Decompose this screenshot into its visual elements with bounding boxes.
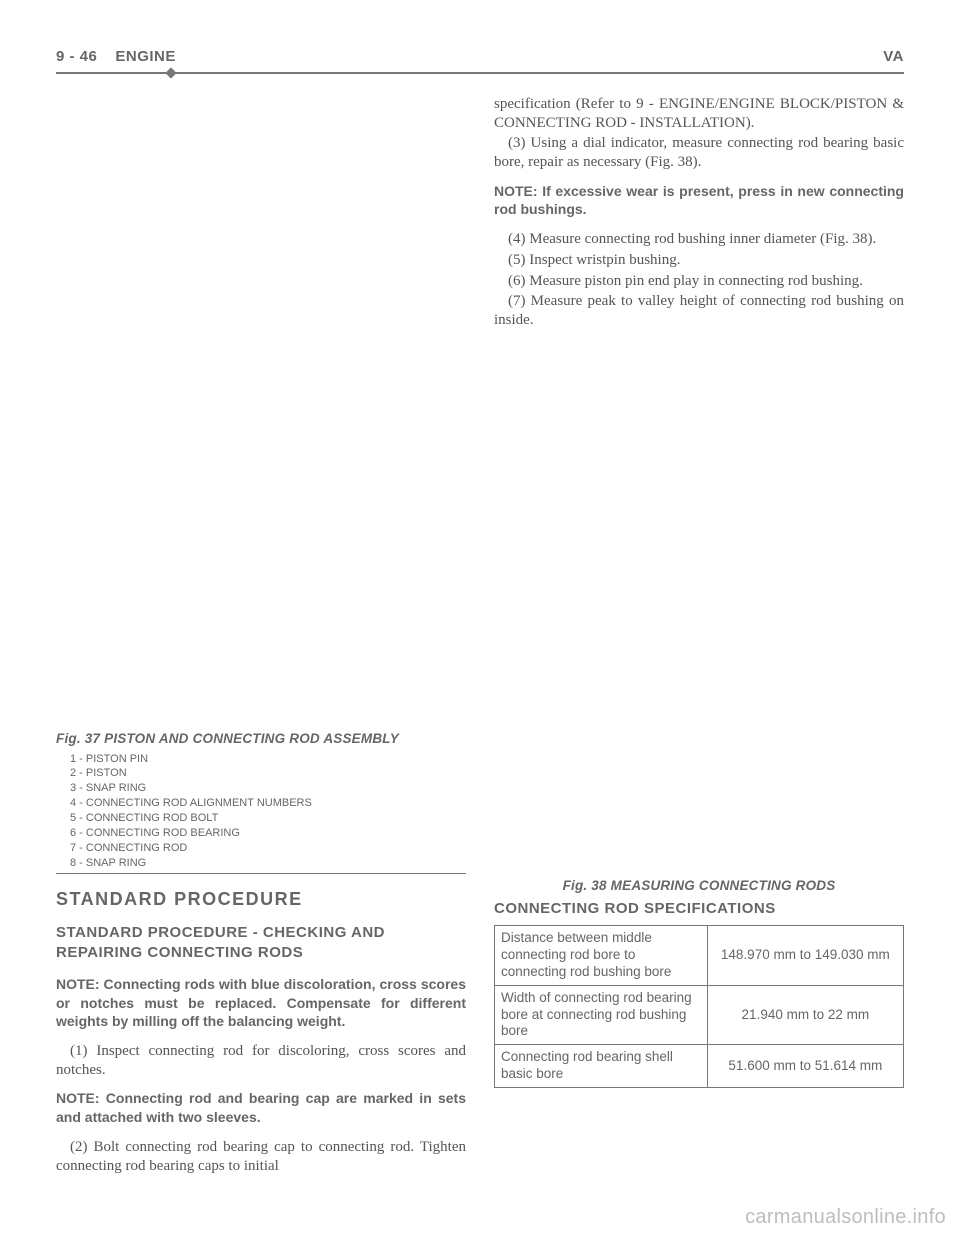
right-column: specification (Refer to 9 - ENGINE/ENGIN… bbox=[494, 95, 904, 1178]
figure-37-legend: 1 - PISTON PIN 2 - PISTON 3 - SNAP RING … bbox=[56, 752, 466, 875]
legend-item: 7 - CONNECTING ROD bbox=[56, 841, 466, 856]
watermark-text: carmanualsonline.info bbox=[745, 1205, 946, 1230]
procedure-step: (7) Measure peak to valley height of con… bbox=[494, 292, 904, 330]
legend-item: 5 - CONNECTING ROD BOLT bbox=[56, 811, 466, 826]
two-column-layout: Fig. 37 PISTON AND CONNECTING ROD ASSEMB… bbox=[56, 95, 904, 1178]
continuation-text: specification (Refer to 9 - ENGINE/ENGIN… bbox=[494, 95, 904, 133]
figure-38-placeholder bbox=[494, 332, 904, 872]
table-row: Connecting rod bearing shell basic bore … bbox=[495, 1045, 904, 1088]
legend-item: 3 - SNAP RING bbox=[56, 781, 466, 796]
spec-label: Connecting rod bearing shell basic bore bbox=[495, 1045, 708, 1088]
spec-value: 21.940 mm to 22 mm bbox=[707, 985, 903, 1045]
spec-heading: CONNECTING ROD SPECIFICATIONS bbox=[494, 899, 904, 919]
procedure-step: (4) Measure connecting rod bushing inner… bbox=[494, 230, 904, 249]
table-row: Width of connecting rod bearing bore at … bbox=[495, 985, 904, 1045]
spec-label: Distance between middle connecting rod b… bbox=[495, 926, 708, 986]
table-row: Distance between middle connecting rod b… bbox=[495, 926, 904, 986]
spec-label: Width of connecting rod bearing bore at … bbox=[495, 985, 708, 1045]
procedure-step: (2) Bolt connecting rod bearing cap to c… bbox=[56, 1138, 466, 1176]
spec-table: Distance between middle connecting rod b… bbox=[494, 925, 904, 1088]
subsection-heading: STANDARD PROCEDURE - CHECKING AND REPAIR… bbox=[56, 923, 466, 964]
left-column: Fig. 37 PISTON AND CONNECTING ROD ASSEMB… bbox=[56, 95, 466, 1178]
legend-item: 1 - PISTON PIN bbox=[56, 752, 466, 767]
procedure-step: (3) Using a dial indicator, measure conn… bbox=[494, 134, 904, 172]
legend-item: 4 - CONNECTING ROD ALIGNMENT NUMBERS bbox=[56, 796, 466, 811]
page-header: 9 - 46 ENGINE VA bbox=[56, 48, 904, 67]
procedure-step: (6) Measure piston pin end play in conne… bbox=[494, 272, 904, 291]
legend-item: 2 - PISTON bbox=[56, 766, 466, 781]
figure-37-placeholder bbox=[56, 95, 466, 725]
legend-item: 6 - CONNECTING ROD BEARING bbox=[56, 826, 466, 841]
spec-value: 148.970 mm to 149.030 mm bbox=[707, 926, 903, 986]
section-name: ENGINE bbox=[115, 48, 176, 67]
legend-item: 8 - SNAP RING bbox=[56, 856, 466, 871]
section-heading: STANDARD PROCEDURE bbox=[56, 888, 466, 911]
spec-value: 51.600 mm to 51.614 mm bbox=[707, 1045, 903, 1088]
procedure-step: (1) Inspect connecting rod for discolori… bbox=[56, 1042, 466, 1080]
note-text: NOTE: Connecting rods with blue discolor… bbox=[56, 975, 466, 1030]
page-number: 9 - 46 bbox=[56, 48, 97, 67]
figure-37-caption: Fig. 37 PISTON AND CONNECTING ROD ASSEMB… bbox=[56, 731, 466, 748]
header-rule bbox=[56, 69, 904, 77]
procedure-step: (5) Inspect wristpin bushing. bbox=[494, 251, 904, 270]
model-code: VA bbox=[883, 48, 904, 67]
figure-38-caption: Fig. 38 MEASURING CONNECTING RODS bbox=[494, 878, 904, 895]
note-text: NOTE: If excessive wear is present, pres… bbox=[494, 182, 904, 218]
note-text: NOTE: Connecting rod and bearing cap are… bbox=[56, 1089, 466, 1125]
